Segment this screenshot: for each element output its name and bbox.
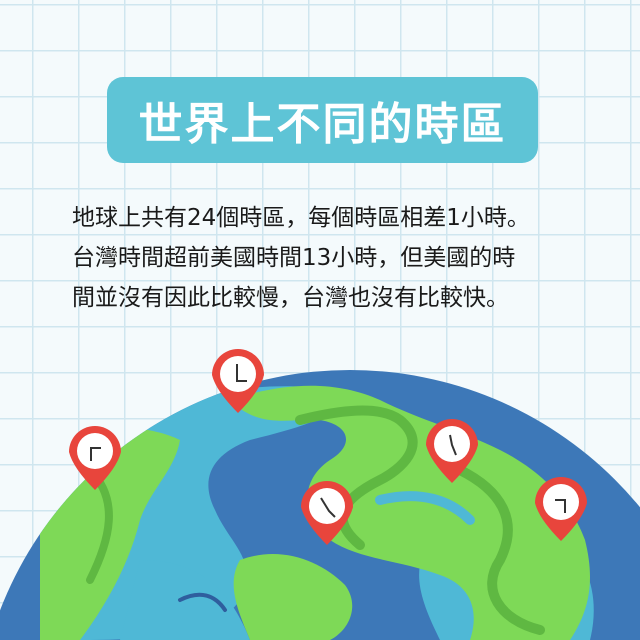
title-banner: 世界上不同的時區 [107,77,538,163]
body-line-3: 間並沒有因此比較慢，台灣也沒有比較快。 [72,285,509,311]
clock-pin-icon [212,349,264,413]
clock-pin-icon [535,477,587,541]
globe-illustration [0,370,640,640]
clock-pin-icon [69,426,121,490]
page-title: 世界上不同的時區 [138,99,507,150]
body-paragraph: 地球上共有24個時區，每個時區相差1小時。 台灣時間超前美國時間13小時，但美國… [72,198,592,318]
body-line-2: 台灣時間超前美國時間13小時，但美國的時 [72,245,516,271]
clock-pin-icon [301,481,353,545]
clock-pin-icon [426,419,478,483]
body-line-1: 地球上共有24個時區，每個時區相差1小時。 [72,205,530,231]
